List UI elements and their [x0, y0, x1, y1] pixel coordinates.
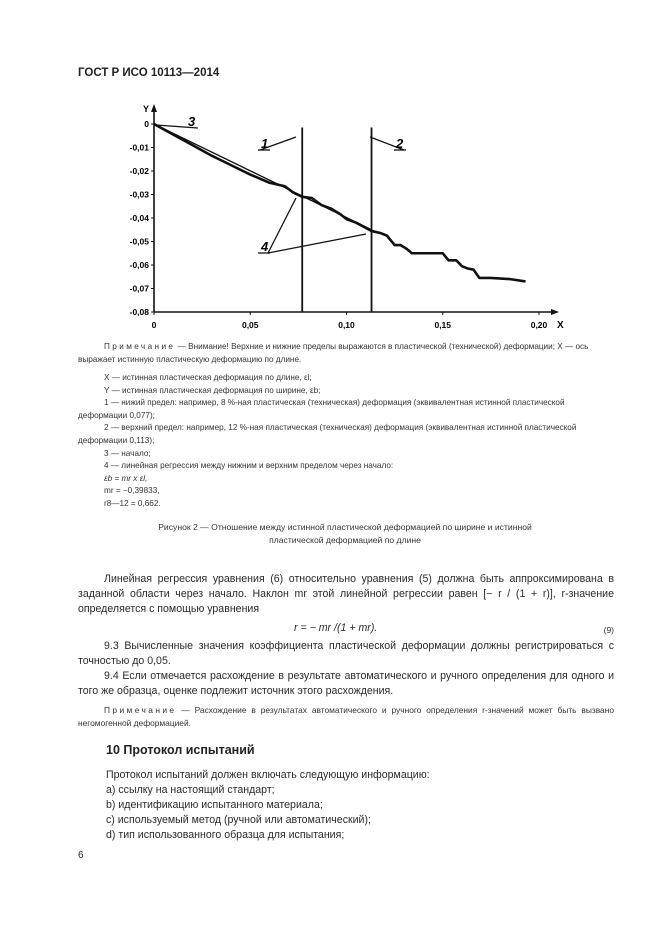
- regression-line: [153, 123, 372, 231]
- equation-number: (9): [603, 625, 614, 635]
- x-tick-label: 0,10: [338, 320, 355, 330]
- figure-note: Примечание — Внимание! Верхние и нижние …: [78, 340, 612, 366]
- legend-item: 2 — верхний предел: например, 12 %-ная п…: [78, 423, 577, 445]
- paragraph-9-4: 9.4 Если отмечается расхождение в резуль…: [78, 670, 614, 697]
- legend-item: r8—12 = 0,662.: [104, 498, 161, 508]
- x-tick-label: 0,20: [531, 320, 548, 330]
- list-item: b) идентификацию испытанного материала;: [106, 799, 323, 811]
- document-header: ГОСТ Р ИСО 10113—2014: [78, 67, 220, 79]
- leader-3: [155, 124, 199, 129]
- legend-item: mr = −0,39833,: [104, 486, 160, 496]
- figure-caption: Рисунок 2 — Отношение между истинной пла…: [158, 521, 532, 545]
- leader-4a: [267, 197, 297, 254]
- legend-item: 4 — линейная регрессия между нижним и ве…: [104, 461, 394, 471]
- paragraph-9-3: 9.3 Вычисленные значения коэффициента пл…: [78, 640, 614, 667]
- figure-text-block: Примечание — Внимание! Верхние и нижние …: [78, 340, 612, 547]
- y-tick-label: -0,02: [130, 166, 150, 176]
- leader-4b: [267, 233, 367, 254]
- note-2: Примечание — Расхождение в результатах а…: [78, 704, 614, 730]
- y-tick-label: -0,04: [130, 213, 150, 223]
- y-tick-label: -0,05: [130, 237, 150, 247]
- leader-2: [369, 136, 405, 151]
- y-tick-label: -0,06: [130, 260, 150, 270]
- note-2-text: — Расхождение в результатах автоматическ…: [78, 705, 614, 728]
- x-tick-label: 0: [152, 320, 157, 330]
- figure-legend: X — истинная пластическая деформация по …: [78, 372, 612, 511]
- list-item: d) тип использованного образца для испыт…: [106, 829, 345, 841]
- legend-item: 3 — начало;: [104, 448, 151, 458]
- legend-item: εb = mr x εl,: [104, 473, 148, 483]
- list-item: a) ссылку на настоящий стандарт;: [106, 784, 275, 796]
- paragraph-regression: Линейная регрессия уравнения (6) относит…: [78, 573, 614, 615]
- x-tick-label: 0,05: [242, 320, 259, 330]
- annotation-3: 3: [188, 114, 196, 129]
- note-2-label: Примечание: [104, 705, 177, 715]
- annotation-4: 4: [260, 239, 269, 254]
- equation-row: r = − mr /(1 + mr). (9): [78, 619, 614, 639]
- section-heading: 10 Протокол испытаний: [106, 743, 255, 757]
- body-text: Линейная регрессия уравнения (6) относит…: [78, 572, 614, 730]
- y-tick-label: -0,03: [130, 190, 150, 200]
- legend-item: X — истинная пластическая деформация по …: [104, 373, 312, 382]
- legend-item: 1 — нижий предел: например, 8 %-ная плас…: [78, 398, 565, 420]
- list-item: c) используемый метод (ручной или автома…: [106, 814, 371, 826]
- y-tick-label: -0,01: [130, 143, 150, 153]
- body-flow: Линейная регрессия уравнения (6) относит…: [78, 572, 614, 862]
- y-tick-label: -0,07: [130, 284, 150, 294]
- note-label: Примечание: [104, 342, 176, 351]
- annotation-1: 1: [261, 136, 268, 151]
- x-axis-label: X: [557, 320, 564, 331]
- legend-item: Y — истинная пластическая деформация по …: [104, 385, 321, 395]
- y-axis-arrow-icon: [151, 104, 157, 112]
- leader-1: [259, 136, 297, 151]
- x-tick-label: 0,15: [434, 320, 451, 330]
- note-text: — Внимание! Верхние и нижние пределы выр…: [78, 342, 589, 364]
- annotation-2: 2: [395, 136, 404, 151]
- page-number: 6: [78, 850, 84, 861]
- measured-curve: [153, 122, 526, 283]
- y-tick-label: -0,08: [130, 307, 150, 317]
- strain-chart: X Y 0 0,05 0,10 0,15 0,20 0 -0,01 -0,02 -0,03 -0,04…: [130, 104, 564, 331]
- equation: r = − mr /(1 + mr).: [294, 622, 378, 634]
- section-10-body: Протокол испытаний должен включать следу…: [106, 768, 614, 843]
- section-intro: Протокол испытаний должен включать следу…: [106, 769, 430, 781]
- x-axis-arrow-icon: [551, 309, 559, 315]
- y-tick-label: 0: [144, 119, 149, 129]
- y-axis-label: Y: [143, 104, 149, 114]
